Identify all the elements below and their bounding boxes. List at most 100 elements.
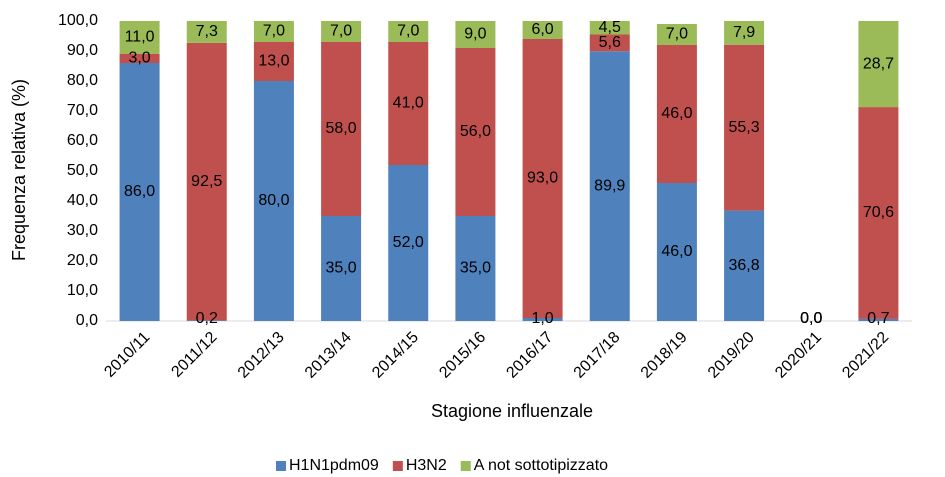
legend-swatch (392, 461, 403, 471)
bar-segment (724, 210, 765, 321)
data-label: 52,0 (393, 234, 424, 251)
x-tick-label: 2016/17 (503, 329, 556, 382)
bar-segment (522, 21, 563, 39)
data-label: 7,0 (666, 26, 688, 43)
bar-segment (589, 51, 630, 322)
data-label: 92,5 (191, 173, 222, 190)
y-tick-label: 0,0 (76, 312, 98, 329)
legend-label: H1N1pdm09 (289, 457, 379, 474)
bar-segment (455, 48, 496, 216)
bar-segment (724, 44, 765, 211)
x-axis-title: Stagione influenzale (431, 401, 593, 421)
y-tick-label: 100,0 (58, 12, 98, 29)
bar-segment (858, 107, 899, 319)
bar-segment (119, 54, 160, 63)
data-label: 89,9 (594, 177, 625, 194)
data-label: 56,0 (460, 123, 491, 140)
data-label: 41,0 (393, 95, 424, 112)
data-label: 3,0 (128, 50, 150, 67)
y-tick-label: 30,0 (67, 222, 98, 239)
data-label: 0,0 (800, 310, 822, 327)
x-tick-label: 2010/11 (101, 329, 153, 381)
data-label: 46,0 (661, 105, 692, 122)
y-axis-title: Frequenza relativa (%) (9, 79, 29, 261)
data-label: 7,9 (733, 24, 755, 41)
data-label: 13,0 (258, 53, 289, 70)
bar-segment (656, 183, 697, 321)
bar-segment (858, 21, 899, 108)
data-label: 7,0 (330, 23, 352, 40)
data-label: 86,0 (124, 183, 155, 200)
legend-label: H3N2 (406, 457, 447, 474)
x-tick-label: 2017/18 (571, 329, 624, 382)
bar-segment (321, 216, 362, 321)
legend-label: A not sottotipizzato (474, 457, 608, 474)
bar-segment (455, 21, 496, 48)
data-label: 5,6 (599, 34, 621, 51)
bar-segment (522, 318, 563, 321)
data-label: 0,0 (800, 310, 822, 327)
y-tick-label: 10,0 (67, 282, 98, 299)
data-label: 0,0 (800, 310, 822, 327)
data-label: 58,0 (326, 120, 357, 137)
legend-swatch (460, 461, 471, 471)
legend-swatch (276, 461, 286, 471)
data-label: 35,0 (460, 260, 491, 277)
bar-segment (321, 42, 362, 216)
bar-segment (656, 24, 697, 45)
bar-segment (186, 320, 227, 321)
data-label: 0,2 (196, 310, 218, 327)
data-label: 70,6 (863, 204, 894, 221)
data-label: 55,3 (729, 119, 760, 136)
data-label: 80,0 (258, 192, 289, 209)
x-tick-label: 2020/21 (772, 329, 825, 382)
data-label: 46,0 (661, 243, 692, 260)
bar-segment (388, 165, 429, 321)
data-label: 93,0 (527, 170, 558, 187)
bar-segment (186, 21, 227, 43)
bar-segment (253, 81, 294, 321)
x-tick-label: 2011/12 (168, 329, 220, 381)
bar-segment (388, 21, 429, 42)
x-tick-label: 2021/22 (839, 329, 892, 382)
data-label: 35,0 (326, 260, 357, 277)
data-label: 7,0 (263, 23, 285, 40)
bar-segment (119, 21, 160, 54)
data-label: 4,5 (599, 19, 621, 36)
bar-segment (724, 21, 765, 45)
x-tick-label: 2015/16 (436, 329, 489, 382)
data-label: 36,8 (729, 257, 760, 274)
bar-segment (589, 21, 630, 35)
bar-segment (858, 318, 899, 321)
y-tick-label: 90,0 (67, 42, 98, 59)
x-tick-label: 2012/13 (235, 329, 288, 382)
y-tick-label: 40,0 (67, 192, 98, 209)
bar-segment (522, 39, 563, 318)
x-tick-label: 2013/14 (302, 329, 355, 382)
data-label: 6,0 (531, 21, 553, 38)
bar-segment (119, 63, 160, 321)
y-tick-label: 80,0 (67, 72, 98, 89)
x-tick-label: 2014/15 (369, 329, 422, 382)
y-tick-label: 70,0 (67, 102, 98, 119)
y-tick-label: 60,0 (67, 132, 98, 149)
bar-segment (253, 42, 294, 81)
data-label: 28,7 (863, 55, 894, 72)
bar-segment (455, 216, 496, 321)
bar-segment (589, 34, 630, 52)
bar-segment (388, 42, 429, 165)
bar-segment (253, 21, 294, 42)
y-tick-label: 50,0 (67, 162, 98, 179)
data-label: 9,0 (464, 26, 486, 43)
data-label: 7,0 (397, 23, 419, 40)
y-tick-label: 20,0 (67, 252, 98, 269)
x-tick-label: 2019/20 (705, 329, 758, 382)
data-label: 1,0 (531, 310, 553, 327)
data-label: 11,0 (125, 29, 155, 46)
bar-segment (656, 45, 697, 183)
bar-segment (321, 21, 362, 42)
bar-segment (186, 42, 227, 321)
data-label: 7,3 (196, 23, 218, 40)
x-tick-label: 2018/19 (638, 329, 691, 382)
